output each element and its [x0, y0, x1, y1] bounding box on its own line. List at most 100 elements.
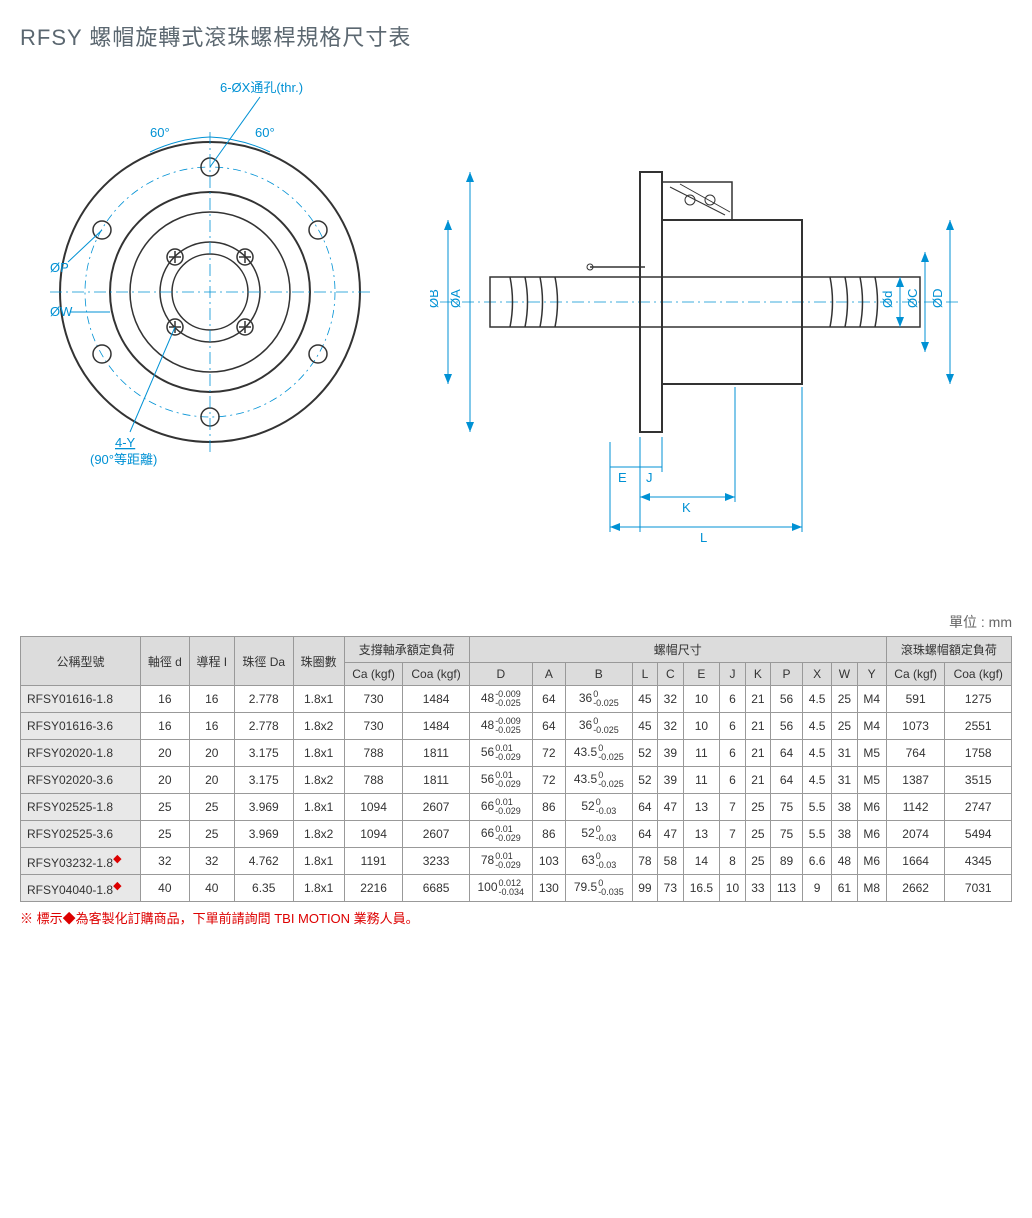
cell-D: 48-0.009-0.025: [469, 713, 532, 740]
front-view-diagram: 60° 60° 6-ØX通孔(thr.) ØP ØW 4-Y (90°等距離): [20, 72, 400, 552]
hole-label: 6-ØX通孔(thr.): [220, 80, 303, 95]
cell-da: 3.175: [234, 740, 293, 767]
cell-nca: 2074: [886, 821, 945, 848]
cell-K: 21: [745, 767, 770, 794]
cell-circ: 1.8x1: [293, 740, 344, 767]
cell-ncoa: 4345: [945, 848, 1012, 875]
cell-da: 4.762: [234, 848, 293, 875]
cell-ncoa: 2747: [945, 794, 1012, 821]
cell-model: RFSY02020-3.6: [21, 767, 141, 794]
cell-Y: M5: [857, 740, 886, 767]
cell-K: 21: [745, 686, 770, 713]
cell-model: RFSY04040-1.8◆: [21, 875, 141, 902]
cell-coa: 1811: [403, 767, 469, 794]
table-row: RFSY02525-3.625253.9691.8x210942607660.0…: [21, 821, 1012, 848]
cell-W: 38: [832, 794, 857, 821]
th-A: A: [532, 663, 565, 686]
cell-K: 21: [745, 740, 770, 767]
unit-label: 單位 : mm: [20, 612, 1012, 632]
cell-circ: 1.8x1: [293, 686, 344, 713]
cell-B: 520-0.03: [565, 794, 632, 821]
th-d: 軸徑 d: [140, 637, 189, 686]
cell-L: 99: [632, 875, 657, 902]
th-ca: Ca (kgf): [344, 663, 403, 686]
cell-D: 1000.012-0.034: [469, 875, 532, 902]
cell-P: 56: [771, 686, 803, 713]
cell-A: 130: [532, 875, 565, 902]
cell-A: 72: [532, 740, 565, 767]
dim-k-label: K: [682, 500, 691, 515]
cell-i: 20: [189, 740, 234, 767]
cell-coa: 2607: [403, 794, 469, 821]
cell-model: RFSY03232-1.8◆: [21, 848, 141, 875]
th-nca: Ca (kgf): [886, 663, 945, 686]
cell-J: 8: [720, 848, 745, 875]
cell-coa: 2607: [403, 821, 469, 848]
cell-d: 25: [140, 821, 189, 848]
cell-W: 31: [832, 767, 857, 794]
bolt-sub-label: (90°等距離): [90, 452, 157, 467]
th-da: 珠徑 Da: [234, 637, 293, 686]
cell-W: 25: [832, 713, 857, 740]
cell-i: 32: [189, 848, 234, 875]
cell-B: 43.50-0.025: [565, 767, 632, 794]
th-model: 公稱型號: [21, 637, 141, 686]
cell-model: RFSY02525-3.6: [21, 821, 141, 848]
cell-coa: 1484: [403, 686, 469, 713]
th-D: D: [469, 663, 532, 686]
cell-P: 75: [771, 821, 803, 848]
cell-ca: 788: [344, 767, 403, 794]
cell-d: 32: [140, 848, 189, 875]
dim-l-label: L: [700, 530, 707, 545]
cell-X: 5.5: [803, 821, 832, 848]
dim-e-label: E: [618, 470, 627, 485]
cell-X: 4.5: [803, 686, 832, 713]
cell-C: 39: [658, 767, 683, 794]
cell-K: 33: [745, 875, 770, 902]
cell-X: 6.6: [803, 848, 832, 875]
cell-L: 52: [632, 740, 657, 767]
cell-da: 3.175: [234, 767, 293, 794]
cell-D: 560.01-0.029: [469, 767, 532, 794]
th-bearing-load: 支撐軸承額定負荷: [344, 637, 469, 663]
cell-model: RFSY01616-3.6: [21, 713, 141, 740]
cell-W: 31: [832, 740, 857, 767]
cell-B: 79.50-0.035: [565, 875, 632, 902]
dia-w-label: ØW: [50, 304, 73, 319]
cell-K: 21: [745, 713, 770, 740]
cell-Y: M6: [857, 821, 886, 848]
cell-C: 32: [658, 713, 683, 740]
cell-i: 25: [189, 821, 234, 848]
cell-A: 64: [532, 686, 565, 713]
cell-J: 6: [720, 767, 745, 794]
cell-J: 6: [720, 740, 745, 767]
cell-E: 13: [683, 821, 720, 848]
cell-circ: 1.8x2: [293, 821, 344, 848]
cell-circ: 1.8x1: [293, 875, 344, 902]
cell-P: 64: [771, 740, 803, 767]
cell-P: 75: [771, 794, 803, 821]
cell-ca: 730: [344, 713, 403, 740]
th-i: 導程 I: [189, 637, 234, 686]
table-row: RFSY04040-1.8◆40406.351.8x1221666851000.…: [21, 875, 1012, 902]
cell-da: 3.969: [234, 821, 293, 848]
dia-d-big-label: ØD: [930, 289, 945, 309]
cell-E: 14: [683, 848, 720, 875]
cell-i: 16: [189, 686, 234, 713]
cell-circ: 1.8x2: [293, 767, 344, 794]
cell-B: 360-0.025: [565, 713, 632, 740]
cell-X: 5.5: [803, 794, 832, 821]
diagram-area: 60° 60° 6-ØX通孔(thr.) ØP ØW 4-Y (90°等距離): [20, 72, 1012, 552]
side-view-diagram: ØA ØB Ød ØC ØD E J K: [430, 72, 970, 552]
cell-X: 4.5: [803, 740, 832, 767]
cell-W: 25: [832, 686, 857, 713]
table-row: RFSY03232-1.8◆32324.7621.8x111913233780.…: [21, 848, 1012, 875]
cell-L: 45: [632, 713, 657, 740]
cell-da: 3.969: [234, 794, 293, 821]
cell-A: 72: [532, 767, 565, 794]
cell-A: 64: [532, 713, 565, 740]
cell-W: 61: [832, 875, 857, 902]
cell-L: 64: [632, 794, 657, 821]
cell-d: 25: [140, 794, 189, 821]
cell-coa: 3233: [403, 848, 469, 875]
